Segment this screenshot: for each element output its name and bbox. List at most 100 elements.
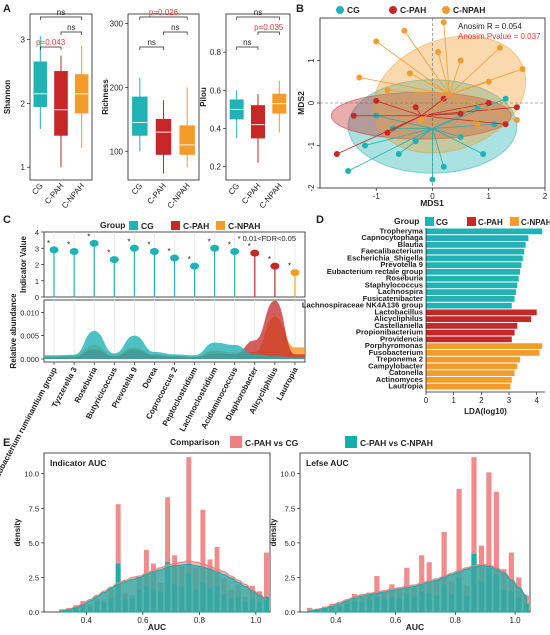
- bar-label: Actinomyces: [376, 375, 423, 384]
- density-area-cg: [44, 331, 305, 359]
- y-tick-label: 3: [35, 244, 39, 253]
- x-tick-label: Dorea: [141, 365, 160, 390]
- y-axis-label-top: Indicator Value: [19, 235, 28, 292]
- y-tick-label: 0.0: [29, 608, 39, 617]
- bar-label: Campylobacter: [368, 361, 423, 370]
- legend-swatch: [336, 6, 344, 14]
- y-tick-label: 0.6: [210, 86, 222, 95]
- bar-label: Lautropia: [388, 382, 423, 391]
- panel-label-e: E: [3, 437, 10, 449]
- y-tick-label: 1: [21, 163, 26, 172]
- y-tick-label: 10.0: [24, 470, 39, 479]
- significance-star: *: [107, 249, 110, 258]
- spoke-line: [376, 115, 433, 129]
- spoke-line: [432, 106, 478, 129]
- x-tick-label: 2: [479, 396, 484, 405]
- x-axis-label: AUC: [406, 622, 424, 632]
- y-tick-label: 200: [110, 83, 124, 92]
- x-tick-label: 0.6: [390, 616, 402, 625]
- legend-label: CG: [436, 218, 448, 227]
- histogram-bar-comp1: [165, 497, 171, 612]
- spoke-line: [420, 94, 450, 121]
- spoke-line: [415, 128, 433, 142]
- x-tick-label: 0.8: [194, 616, 206, 625]
- significance-star: *: [228, 241, 231, 250]
- legend-swatch: [345, 436, 357, 448]
- y-tick-label: 100: [110, 147, 124, 156]
- data-point: [401, 27, 408, 34]
- data-point: [513, 104, 520, 111]
- lda-bar: [426, 248, 525, 255]
- y-tick-label: 0.000: [20, 355, 39, 364]
- bar-label: Fusicatenibacter: [363, 294, 423, 303]
- panel-label-a: A: [3, 3, 11, 15]
- legend-label: C-NPAH: [228, 221, 260, 231]
- x-tick-label: 0.8: [450, 616, 462, 625]
- bar-label: Escherichia_Shigella: [347, 253, 424, 262]
- box-cg: [33, 61, 48, 107]
- y-tick-label: 7.5: [285, 504, 295, 513]
- auc-panel: Comparison C-PAH vs CG C-PAH vs C-NPAH Indi…: [13, 436, 531, 632]
- data-point: [350, 112, 357, 119]
- legend-label: CG: [141, 221, 154, 231]
- comparison-label: p=0.026: [149, 8, 179, 17]
- spoke-line: [432, 128, 461, 138]
- legend-swatch: [442, 6, 450, 14]
- data-point: [373, 38, 380, 45]
- significance-star: *: [248, 242, 251, 251]
- legend-swatch: [129, 221, 138, 230]
- histogram-bar-comp1: [441, 531, 447, 612]
- lollipop-head: [109, 256, 119, 264]
- bar-label: Faecalibacterium: [361, 247, 423, 256]
- significance-star: *: [127, 237, 130, 246]
- y-tick-label: 300: [110, 20, 124, 29]
- anosim-r-text: Anosim R = 0.054: [458, 22, 522, 31]
- y-tick-label: 0.010: [20, 308, 39, 317]
- x-axis-label: LDA(log10): [464, 407, 507, 416]
- auc-subplot-1: Indicator AUC 0.4 0.6 0.8 1.0 0.0 2.5 5.0 7.5 10.…: [13, 452, 271, 632]
- comparison-bracket: [139, 16, 188, 20]
- histogram-bar-comp1: [493, 491, 500, 612]
- legend-label: C-PAH: [183, 221, 209, 231]
- spoke-line: [359, 77, 450, 95]
- box-cg: [132, 96, 148, 136]
- lda-bar: [426, 242, 526, 248]
- y-tick-label: 1: [35, 277, 39, 286]
- comparison-label: ns: [254, 8, 262, 17]
- spoke-line: [432, 128, 445, 167]
- lda-bar: [426, 255, 523, 262]
- data-point: [333, 151, 340, 157]
- bar-label: Catonella: [389, 368, 424, 377]
- legend-label: C-NPAH: [521, 218, 550, 227]
- spoke-line: [376, 100, 422, 117]
- lda-bar: [426, 296, 515, 302]
- bar-label: Castellaniella: [374, 321, 423, 330]
- lda-bar: [426, 309, 537, 316]
- bar-label: Capnocytophaga: [361, 233, 423, 242]
- x-tick-label: C-NPAH: [258, 181, 284, 210]
- y-tick-label: 5.0: [285, 539, 295, 548]
- histogram-bar-comp1: [115, 504, 121, 612]
- legend-swatch: [389, 6, 397, 14]
- y-tick-label: -2: [307, 184, 316, 192]
- lda-bar: [426, 350, 540, 356]
- spoke-line: [364, 128, 433, 146]
- y-axis-label-bottom: Relative abundance: [9, 293, 18, 369]
- bar-label: Lachnospira: [378, 287, 424, 296]
- bar-label: Blautia: [398, 240, 424, 249]
- x-tick-label: CG: [227, 182, 242, 197]
- y-tick-label: 1: [307, 58, 316, 63]
- data-point: [395, 151, 402, 157]
- subplot-title: Indicator AUC: [50, 458, 106, 468]
- data-point: [519, 66, 526, 72]
- data-point: [345, 168, 352, 174]
- comparison-label: p=0.043: [36, 38, 66, 47]
- data-point: [373, 97, 380, 104]
- lollipop-head: [190, 262, 200, 270]
- box-panel-pilou: 0.20.40.60.8PilouCGC-PAHC-NPAHnsp=0.035n…: [199, 8, 291, 210]
- x-tick-label: 1.0: [250, 616, 262, 625]
- significance-star: *: [288, 262, 291, 271]
- y-tick-label: 2.5: [29, 573, 39, 582]
